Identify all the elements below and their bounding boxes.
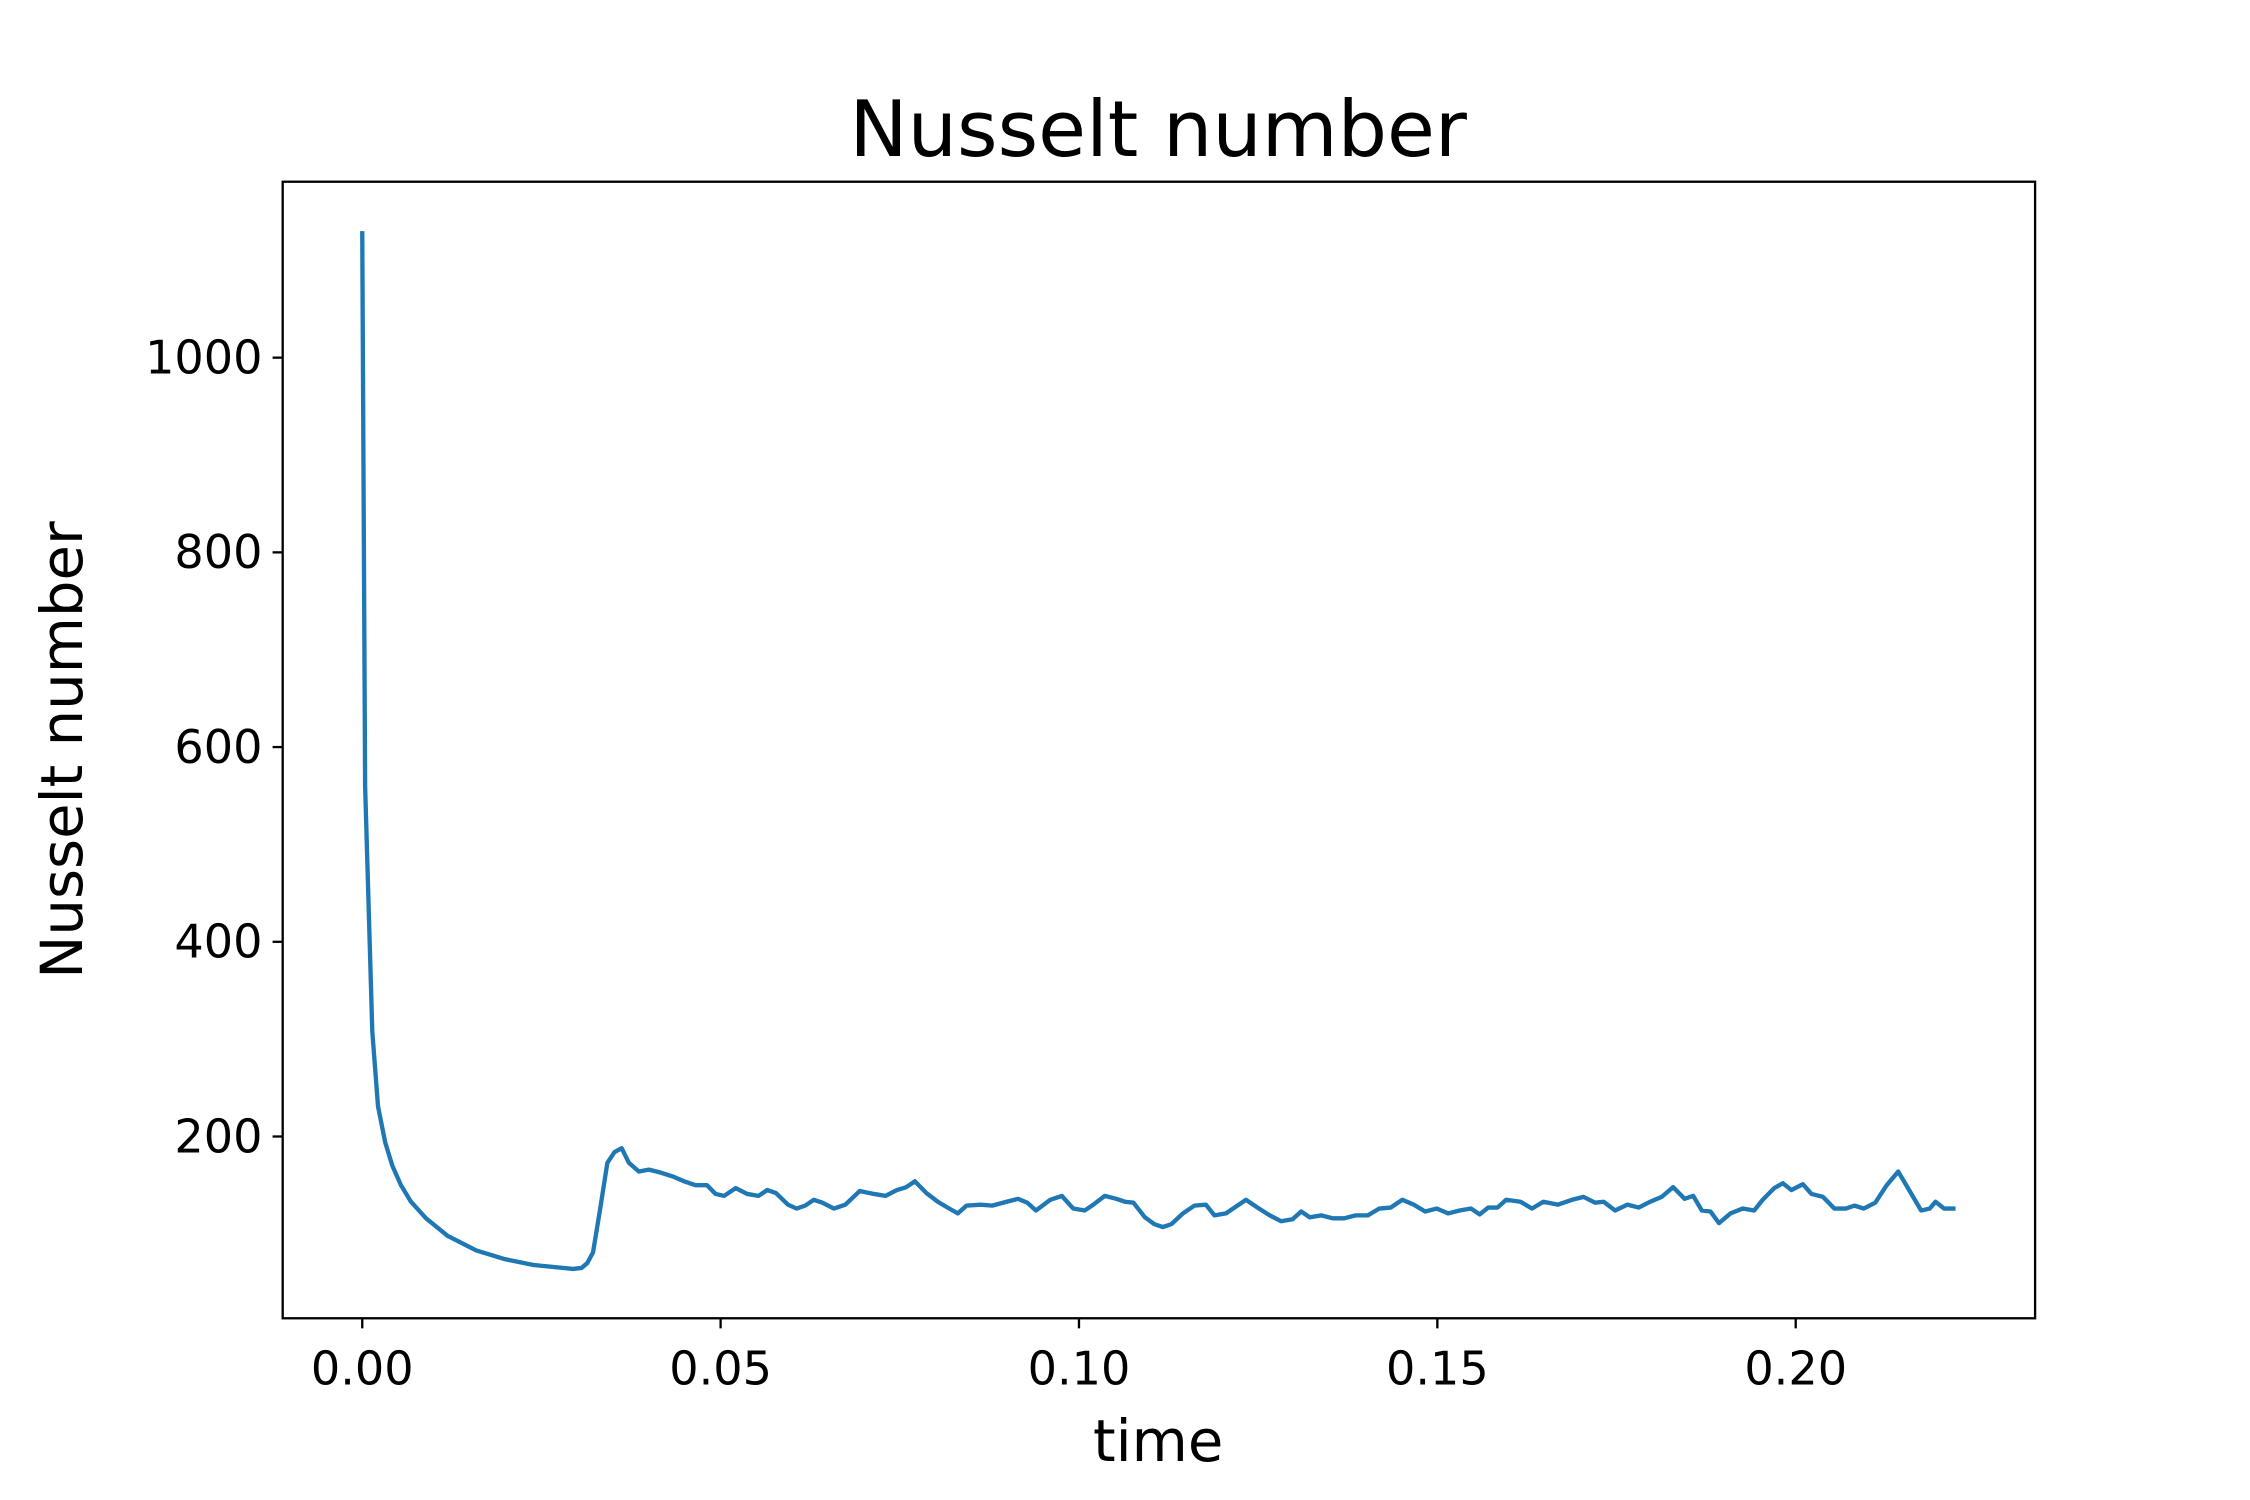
x-tick-label: 0.10 (1028, 1342, 1131, 1396)
y-axis-label: Nusselt number (28, 521, 96, 979)
y-tick-label: 200 (174, 1109, 262, 1163)
y-tick-label: 1000 (145, 331, 262, 385)
y-tick-label: 400 (174, 915, 262, 969)
x-tick-label: 0.05 (669, 1342, 772, 1396)
x-tick-label: 0.00 (311, 1342, 414, 1396)
y-tick-label: 800 (174, 525, 262, 579)
x-tick-label: 0.20 (1744, 1342, 1847, 1396)
x-tick-label: 0.15 (1386, 1342, 1489, 1396)
line-series (360, 231, 1956, 1272)
plot-frame (281, 180, 2037, 1320)
y-tick-label: 600 (174, 720, 262, 774)
chart-title: Nusselt number (849, 85, 1468, 175)
x-axis-label: time (1093, 1407, 1223, 1475)
